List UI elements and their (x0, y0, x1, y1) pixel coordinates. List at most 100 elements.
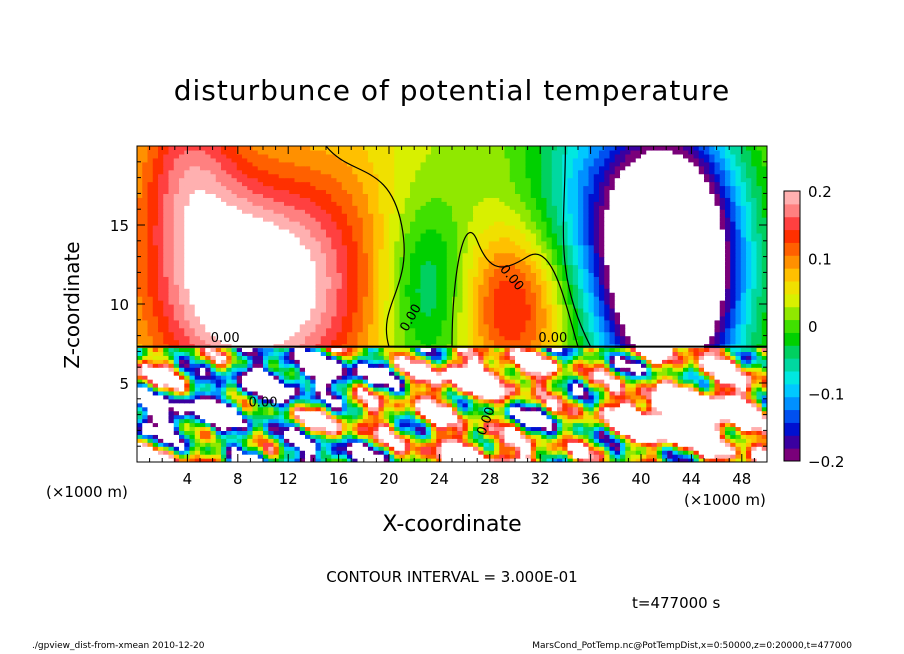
heatmap-cell (158, 398, 164, 404)
heatmap-cell (672, 347, 679, 352)
heatmap-cell (194, 307, 201, 313)
heatmap-cell (630, 438, 637, 443)
heatmap-cell (520, 359, 527, 364)
heatmap-cell (746, 375, 752, 380)
heatmap-cell (268, 304, 275, 309)
heatmap-cell (730, 398, 737, 404)
heatmap-cell (368, 323, 374, 329)
heatmap-cell (656, 323, 663, 329)
heatmap-cell (210, 434, 217, 439)
heatmap-cell (189, 307, 196, 313)
heatmap-cell (641, 422, 647, 428)
heatmap-cell (173, 402, 180, 408)
heatmap-cell (688, 339, 695, 345)
heatmap-cell (509, 359, 516, 364)
heatmap-cell (740, 315, 747, 321)
heatmap-cell (236, 383, 243, 388)
heatmap-cell (205, 296, 212, 301)
heatmap-cell (515, 335, 521, 341)
heatmap-cell (383, 422, 390, 428)
heatmap-cell (378, 375, 385, 380)
heatmap-cell (226, 450, 233, 455)
heatmap-cell (184, 307, 191, 313)
heatmap-cell (320, 379, 327, 384)
heatmap-cell (263, 335, 269, 341)
heatmap-cell (347, 375, 353, 380)
heatmap-cell (530, 339, 537, 345)
heatmap-cell (336, 422, 343, 428)
heatmap-cell (200, 410, 206, 416)
heatmap-cell (756, 300, 763, 305)
heatmap-cell (499, 454, 506, 459)
heatmap-cell (399, 339, 406, 345)
heatmap-cell (499, 300, 506, 305)
heatmap-cell (562, 311, 569, 317)
heatmap-cell (520, 363, 527, 368)
heatmap-cell (152, 375, 159, 380)
heatmap-cell (583, 450, 590, 455)
heatmap-cell (425, 406, 432, 412)
heatmap-cell (420, 315, 427, 321)
heatmap-cell (431, 394, 437, 400)
heatmap-cell (593, 304, 600, 309)
heatmap-cell (268, 300, 275, 305)
heatmap-cell (420, 363, 427, 368)
heatmap-cell (656, 402, 663, 408)
heatmap-cell (294, 430, 301, 435)
heatmap-cell (541, 351, 548, 356)
heatmap-cell (714, 390, 721, 396)
heatmap-cell (672, 386, 679, 392)
heatmap-cell (740, 438, 747, 443)
heatmap-cell (515, 296, 521, 301)
heatmap-cell (173, 304, 180, 309)
heatmap-cell (284, 307, 290, 313)
heatmap-cell (588, 359, 595, 364)
heatmap-cell (651, 410, 658, 416)
heatmap-cell (609, 359, 616, 364)
heatmap-cell (709, 327, 716, 333)
heatmap-cell (404, 454, 411, 459)
heatmap-cell (226, 323, 233, 329)
heatmap-cell (184, 355, 191, 360)
heatmap-cell (677, 307, 684, 313)
heatmap-cell (704, 398, 710, 404)
heatmap-cell (614, 386, 621, 392)
heatmap-cell (509, 426, 516, 431)
heatmap-cell (137, 319, 143, 325)
heatmap-cell (410, 375, 416, 380)
heatmap-cell (152, 442, 159, 447)
heatmap-cell (158, 311, 164, 317)
heatmap-cell (378, 438, 385, 443)
heatmap-cell (541, 371, 548, 376)
heatmap-cell (410, 410, 416, 416)
heatmap-cell (683, 442, 689, 447)
heatmap-cell (656, 307, 663, 313)
heatmap-cell (147, 394, 154, 400)
heatmap-cell (394, 307, 401, 313)
heatmap-cell (462, 347, 469, 352)
heatmap-cell (257, 351, 264, 356)
heatmap-cell (677, 359, 684, 364)
heatmap-cell (488, 394, 495, 400)
heatmap-cell (751, 351, 758, 356)
heatmap-cell (536, 379, 542, 384)
heatmap-cell (457, 398, 464, 404)
heatmap-cell (200, 363, 206, 368)
heatmap-cell (294, 300, 301, 305)
heatmap-cell (257, 414, 264, 420)
heatmap-cell (599, 375, 605, 380)
heatmap-cell (499, 379, 506, 384)
heatmap-cell (184, 335, 191, 341)
heatmap-cell (525, 335, 532, 341)
heatmap-cell (499, 418, 506, 424)
heatmap-cell (315, 311, 322, 317)
heatmap-cell (179, 331, 185, 337)
heatmap-cell (373, 339, 380, 345)
heatmap-cell (572, 311, 579, 317)
heatmap-cell (488, 307, 495, 313)
heatmap-cell (557, 331, 563, 337)
heatmap-cell (704, 375, 710, 380)
heatmap-cell (326, 351, 332, 356)
heatmap-cell (326, 367, 332, 372)
heatmap-cell (515, 390, 521, 396)
